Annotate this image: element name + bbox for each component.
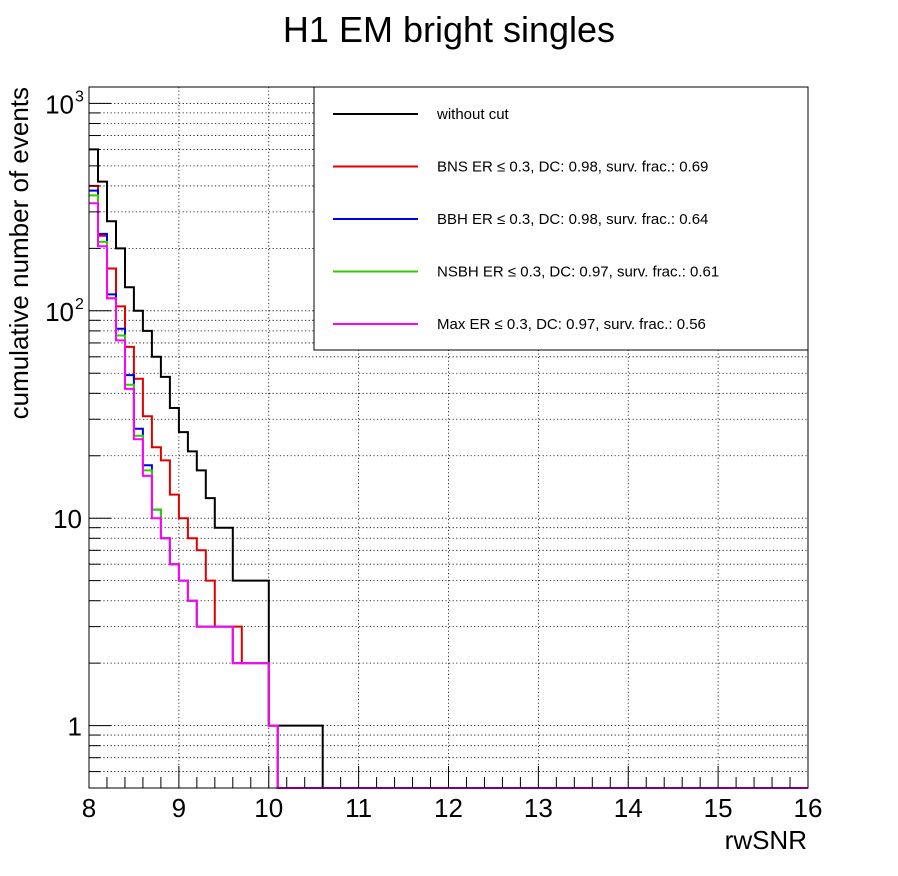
y-tick-exponent: 2 (75, 296, 84, 313)
legend-label: without cut (436, 106, 510, 123)
x-axis-label: rwSNR (725, 825, 807, 855)
x-tick-label: 14 (614, 793, 643, 823)
legend: without cut BNS ER ≤ 0.3, DC: 0.98, surv.… (313, 86, 809, 351)
axis-ticks (88, 102, 809, 789)
y-tick-exponent: 3 (75, 88, 84, 105)
series-group (89, 148, 808, 789)
x-tick-label: 8 (82, 793, 96, 823)
x-tick-label: 9 (172, 793, 186, 823)
chart-title: H1 EM bright singles (283, 9, 615, 50)
x-tick-label: 10 (254, 793, 283, 823)
series-line (89, 202, 808, 789)
y-tick-label: 10 (53, 504, 82, 534)
y-tick-label: 1 (68, 712, 82, 742)
legend-label: BBH ER ≤ 0.3, DC: 0.98, surv. frac.: 0.6… (437, 211, 708, 228)
y-axis-label: cumulative number of events (4, 87, 34, 419)
x-tick-labels: 8 9 10 11 12 13 14 15 16 (82, 793, 823, 823)
y-tick-label: 10 (45, 297, 74, 327)
y-tick-label: 10 (45, 89, 74, 119)
legend-label: NSBH ER ≤ 0.3, DC: 0.97, surv. frac.: 0.… (437, 264, 719, 281)
legend-label: BNS ER ≤ 0.3, DC: 0.98, surv. frac.: 0.6… (437, 159, 708, 176)
x-tick-label: 13 (524, 793, 553, 823)
x-tick-label: 15 (704, 793, 733, 823)
x-tick-label: 11 (345, 793, 372, 823)
legend-label: Max ER ≤ 0.3, DC: 0.97, surv. frac.: 0.5… (437, 316, 706, 333)
x-tick-label: 12 (434, 793, 463, 823)
x-tick-label: 16 (794, 793, 823, 823)
